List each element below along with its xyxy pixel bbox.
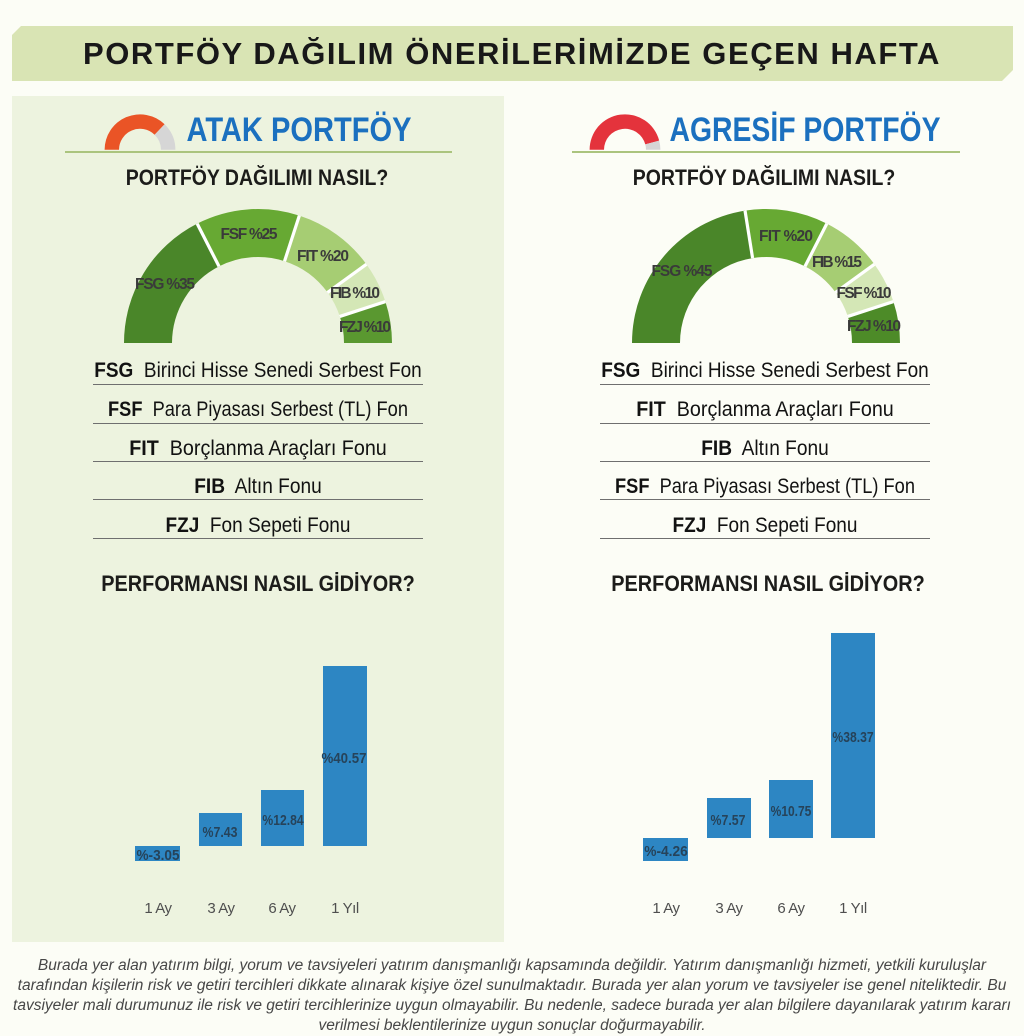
svg-text:FIB %15: FIB %15 bbox=[812, 254, 862, 271]
svg-text:FSF %10: FSF %10 bbox=[837, 285, 892, 302]
svg-text:FIB %10: FIB %10 bbox=[330, 285, 380, 302]
svg-text:FSG %45: FSG %45 bbox=[652, 263, 713, 280]
svg-text:FZJ %10: FZJ %10 bbox=[847, 318, 901, 335]
svg-text:FZJ %10: FZJ %10 bbox=[339, 319, 391, 336]
svg-text:FSF %25: FSF %25 bbox=[221, 226, 278, 243]
svg-text:FIT %20: FIT %20 bbox=[759, 228, 813, 245]
svg-text:FIT %20: FIT %20 bbox=[297, 248, 349, 265]
svg-text:FSG %35: FSG %35 bbox=[135, 276, 195, 293]
